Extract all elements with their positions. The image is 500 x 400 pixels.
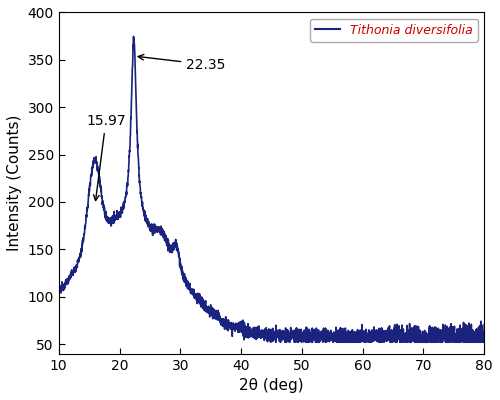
X-axis label: 2θ (deg): 2θ (deg) [239,378,304,393]
Y-axis label: Intensity (Counts): Intensity (Counts) [7,115,22,251]
Text: 15.97: 15.97 [86,114,126,200]
Text: 22.35: 22.35 [138,54,226,72]
Legend: Tithonia diversifolia: Tithonia diversifolia [310,19,478,42]
